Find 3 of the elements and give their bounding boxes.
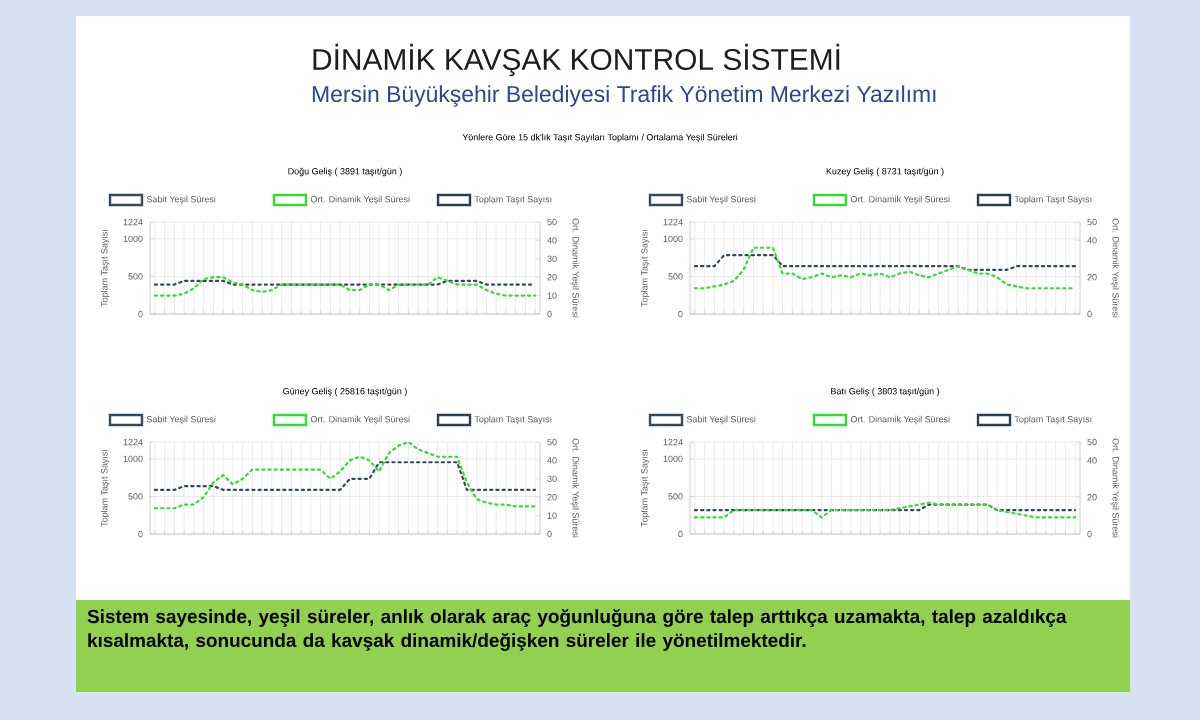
text: DİNAMİK KAVŞAK KONTROL SİSTEMİ <box>313 43 840 77</box>
text: Sistem sayesinde, yeşil süreler, anlık olarak araç yoğunluğuna göre talep arttıkça uzamakta, talep azaldıkça kısalmakta, sonucunda da kavşak dinamik/değişken süreler ile yönetilmektedir. <box>87 609 1067 651</box>
text: Mersin Büyükşehir Belediyesi Trafik Yönetim Merkezi Yazılımı <box>312 85 936 107</box>
